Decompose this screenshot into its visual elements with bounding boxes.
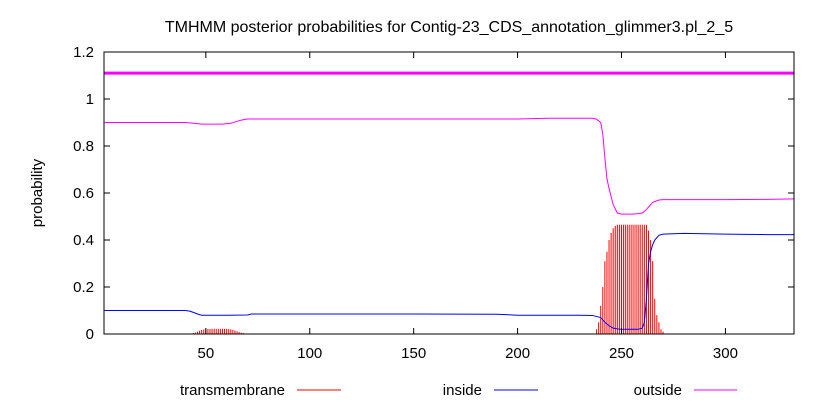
series-line-inside <box>104 232 794 330</box>
x-tick-label: 300 <box>713 345 738 362</box>
y-axis-label: probability <box>29 158 46 227</box>
x-tick-label: 200 <box>505 345 530 362</box>
x-tick-label: 150 <box>401 345 426 362</box>
legend-label-transmembrane: transmembrane <box>180 382 285 399</box>
plot-frame <box>103 51 795 335</box>
y-tick-label: 0.4 <box>73 232 94 249</box>
x-tick-label: 250 <box>609 345 634 362</box>
legend: transmembrane inside outside <box>180 382 737 399</box>
series-line-outside <box>104 117 795 215</box>
chart-title: TMHMM posterior probabilities for Contig… <box>165 19 733 36</box>
x-tick-label: 100 <box>297 345 322 362</box>
plot-area <box>104 71 795 334</box>
x-tick-label: 50 <box>197 345 214 362</box>
legend-label-outside: outside <box>634 382 682 399</box>
legend-label-inside: inside <box>443 382 482 399</box>
y-tick-label: 1 <box>86 91 94 108</box>
y-tick-label: 1.2 <box>73 44 94 61</box>
y-tick-label: 0 <box>86 326 94 343</box>
y-tick-label: 0.8 <box>73 138 94 155</box>
y-tick-label: 0.6 <box>73 185 94 202</box>
series-transmembrane <box>190 224 664 334</box>
axis-ticks: 0 0.2 0.4 0.6 0.8 1 1.2 50 100 150 200 250 300 <box>73 44 794 362</box>
y-tick-label: 0.2 <box>73 279 94 296</box>
